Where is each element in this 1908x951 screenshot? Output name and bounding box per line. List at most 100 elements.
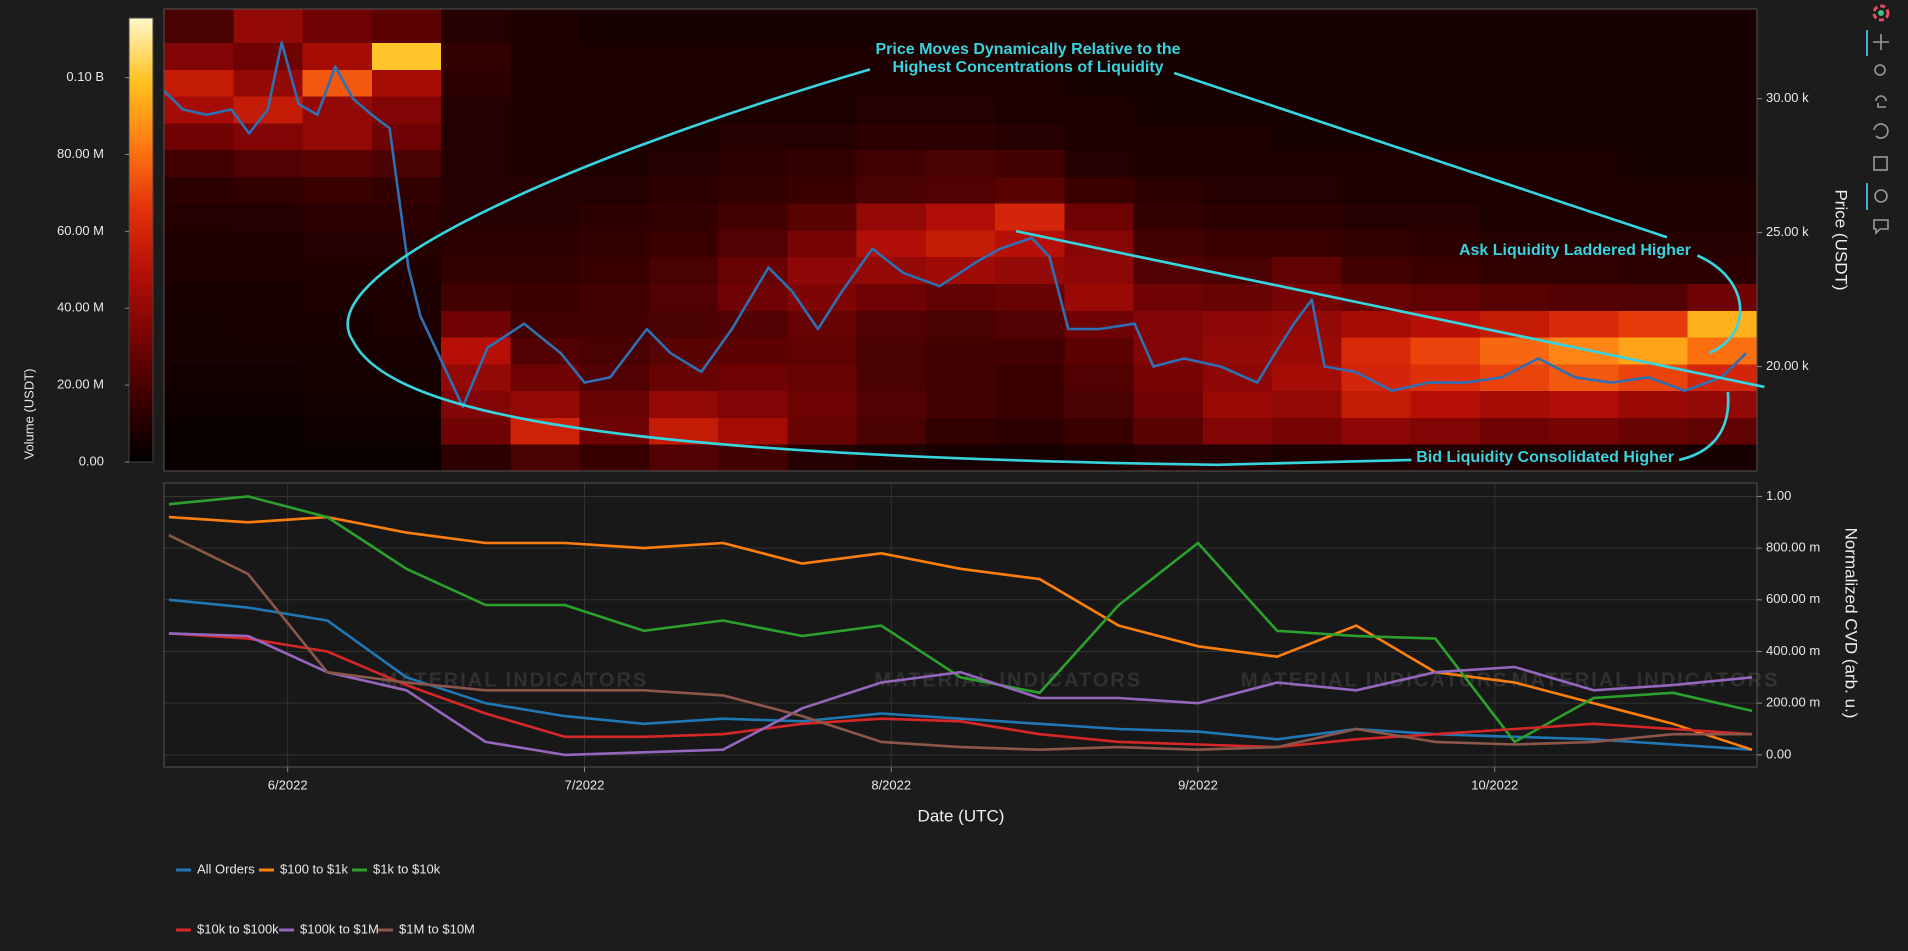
annotation: Highest Concentrations of Liquidity (892, 59, 1163, 76)
heatmap-cell (1133, 42, 1204, 70)
heatmap-cell (925, 390, 996, 418)
heatmap-cell (1133, 9, 1204, 43)
heatmap-cell (233, 363, 304, 392)
heatmap-cell (371, 122, 442, 151)
heatmap-cell (510, 176, 581, 204)
colorbar-title: Volume (USDT) (21, 368, 36, 459)
colorbar (128, 17, 154, 463)
heatmap-cell (1479, 176, 1550, 204)
heatmap-cell (1341, 42, 1412, 70)
heatmap-cell (1618, 256, 1689, 285)
cvd-line (168, 632, 1753, 749)
heatmap-cell (1064, 256, 1135, 285)
heatmap-cell (371, 69, 442, 97)
heatmap-cell (1064, 69, 1135, 97)
heatmap-cell (1202, 149, 1273, 177)
heatmap-cell (441, 310, 511, 338)
x-axis-title: Date (UTC) (918, 806, 1005, 825)
heatmap-cell (1479, 390, 1550, 418)
heatmap-cell (579, 42, 650, 70)
heatmap-cell (1687, 96, 1758, 124)
legend-item[interactable]: $10k to $100k (176, 921, 279, 936)
heatmap-cell (1549, 42, 1619, 70)
heatmap-cell (371, 149, 442, 177)
heatmap-cell (1618, 310, 1689, 338)
legend-item[interactable]: $1k to $10k (352, 861, 441, 876)
heatmap-cell (1272, 390, 1342, 418)
legend-item[interactable]: All Orders (176, 861, 255, 876)
heatmap-cell (1202, 363, 1273, 392)
heatmap-cell (1202, 42, 1273, 70)
heatmap-cell (510, 42, 581, 70)
heatmap-cell (233, 229, 304, 258)
heatmap-cell (995, 283, 1065, 311)
heatmap-cell (925, 203, 996, 231)
heatmap-cell (233, 256, 304, 285)
heatmap-cell (1272, 9, 1342, 43)
heatmap-cell (441, 256, 511, 285)
reset-tool[interactable] (1875, 95, 1887, 108)
heatmap-cell (579, 390, 650, 418)
zoom-tool[interactable] (1874, 64, 1886, 76)
heatmap-cell (1133, 69, 1204, 97)
heatmap-cell (925, 176, 996, 204)
heatmap-cell (856, 417, 927, 445)
legend-item[interactable]: $100k to $1M (279, 921, 379, 936)
heatmap-cell (371, 176, 442, 204)
refresh-tool[interactable] (1873, 123, 1889, 139)
cvd-line (168, 534, 1753, 751)
heatmap-cell (925, 363, 996, 392)
logo[interactable] (1872, 4, 1890, 22)
heatmap-cell (995, 444, 1065, 472)
heatmap-cell (233, 417, 304, 445)
heatmap-cell (1341, 390, 1412, 418)
heatmap-cell (1272, 69, 1342, 97)
heatmap-cell (441, 176, 511, 204)
y-tick-label: 800.00 m (1766, 540, 1820, 555)
heatmap-cell (579, 229, 650, 258)
heatmap-cell (1341, 69, 1412, 97)
pan-tool[interactable] (1873, 34, 1889, 50)
save-tool[interactable] (1873, 156, 1888, 171)
heatmap-cell (1064, 417, 1135, 445)
cvd-line (168, 632, 1753, 757)
heatmap-cell (510, 149, 581, 177)
heatmap-cell (1341, 176, 1412, 204)
heatmap-cell (1410, 283, 1481, 311)
heatmap-cell (925, 42, 996, 70)
y-tick-label: 20.00 k (1766, 358, 1809, 373)
heatmap-cell (925, 256, 996, 285)
heatmap-cell (1687, 229, 1758, 258)
legend-item[interactable]: $100 to $1k (259, 861, 348, 876)
heatmap-cell (925, 337, 996, 365)
heatmap-cell (995, 149, 1065, 177)
colorbar-tick-label: 80.00 M (57, 146, 104, 161)
heatmap-cell (718, 176, 788, 204)
heatmap-cell (1479, 203, 1550, 231)
heatmap-cell (1618, 229, 1689, 258)
heatmap-cell (1479, 417, 1550, 445)
heatmap-cell (371, 42, 442, 70)
heatmap-cell (1410, 203, 1481, 231)
heatmap-cell (1549, 310, 1619, 338)
legend-item[interactable]: $1M to $10M (378, 921, 475, 936)
heatmap-cell (1133, 256, 1204, 285)
heatmap-cell (302, 256, 373, 285)
heatmap-cell (648, 203, 719, 231)
heatmap-cell (1549, 390, 1619, 418)
hover-tool[interactable] (1873, 219, 1889, 235)
heatmap-cell (1410, 337, 1481, 365)
x-tick-label: 8/2022 (871, 777, 911, 792)
heatmap-cell (995, 310, 1065, 338)
heatmap-cell (1618, 69, 1689, 97)
heatmap-cell (1133, 203, 1204, 231)
heatmap-cell (1618, 203, 1689, 231)
heatmap-cell (925, 417, 996, 445)
heatmap-cell (302, 390, 373, 418)
heatmap-cell (510, 69, 581, 97)
heatmap-cell (233, 337, 304, 365)
heatmap-cell (302, 203, 373, 231)
annotation-trendline (1015, 229, 1765, 389)
crosshair-tool[interactable] (1874, 189, 1888, 203)
